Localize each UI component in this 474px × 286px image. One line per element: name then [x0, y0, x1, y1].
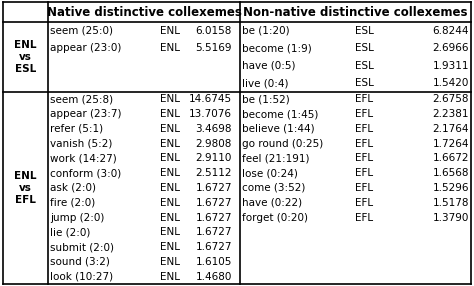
Text: ENL
vs
EFL: ENL vs EFL: [14, 171, 37, 204]
Text: 1.6105: 1.6105: [196, 257, 232, 267]
Text: lose (0:24): lose (0:24): [242, 168, 298, 178]
Text: become (1:9): become (1:9): [242, 43, 312, 53]
Text: ENL: ENL: [160, 94, 180, 104]
Text: Non-native distinctive collexemes: Non-native distinctive collexemes: [243, 5, 468, 19]
Text: come (3:52): come (3:52): [242, 183, 305, 193]
Text: 1.6727: 1.6727: [195, 212, 232, 223]
Text: conform (3:0): conform (3:0): [50, 168, 121, 178]
Text: 1.5178: 1.5178: [432, 198, 469, 208]
Text: seem (25:8): seem (25:8): [50, 94, 113, 104]
Text: EFL: EFL: [355, 124, 373, 134]
Text: refer (5:1): refer (5:1): [50, 124, 103, 134]
Text: ENL: ENL: [160, 154, 180, 164]
Text: ESL: ESL: [355, 43, 374, 53]
Text: 1.5420: 1.5420: [433, 78, 469, 88]
Text: ENL: ENL: [160, 212, 180, 223]
Text: ENL: ENL: [160, 183, 180, 193]
Text: 2.9110: 2.9110: [196, 154, 232, 164]
Text: 1.6727: 1.6727: [195, 227, 232, 237]
Text: EFL: EFL: [355, 154, 373, 164]
Text: go round (0:25): go round (0:25): [242, 139, 323, 149]
Text: jump (2:0): jump (2:0): [50, 212, 104, 223]
Text: 5.5169: 5.5169: [195, 43, 232, 53]
Text: have (0:22): have (0:22): [242, 198, 302, 208]
Text: work (14:27): work (14:27): [50, 154, 117, 164]
Text: EFL: EFL: [355, 212, 373, 223]
Text: ENL: ENL: [160, 109, 180, 119]
Text: EFL: EFL: [355, 168, 373, 178]
Text: 1.6727: 1.6727: [195, 183, 232, 193]
Text: Native distinctive collexemes: Native distinctive collexemes: [46, 5, 241, 19]
Text: have (0:5): have (0:5): [242, 61, 295, 71]
Text: 1.6568: 1.6568: [432, 168, 469, 178]
Text: 1.9311: 1.9311: [432, 61, 469, 71]
Text: be (1:52): be (1:52): [242, 94, 290, 104]
Text: lie (2:0): lie (2:0): [50, 227, 91, 237]
Text: ENL: ENL: [160, 227, 180, 237]
Text: 2.1764: 2.1764: [432, 124, 469, 134]
Text: ENL: ENL: [160, 272, 180, 282]
Text: appear (23:0): appear (23:0): [50, 43, 121, 53]
Text: 1.4680: 1.4680: [196, 272, 232, 282]
Text: 13.7076: 13.7076: [189, 109, 232, 119]
Text: 2.5112: 2.5112: [195, 168, 232, 178]
Text: EFL: EFL: [355, 183, 373, 193]
Text: 1.6727: 1.6727: [195, 198, 232, 208]
Text: believe (1:44): believe (1:44): [242, 124, 315, 134]
Text: ENL: ENL: [160, 168, 180, 178]
Text: ENL: ENL: [160, 124, 180, 134]
Text: vanish (5:2): vanish (5:2): [50, 139, 112, 149]
Text: 1.5296: 1.5296: [432, 183, 469, 193]
Text: 1.7264: 1.7264: [432, 139, 469, 149]
Text: become (1:45): become (1:45): [242, 109, 319, 119]
Text: look (10:27): look (10:27): [50, 272, 113, 282]
Text: ENL: ENL: [160, 242, 180, 252]
Text: EFL: EFL: [355, 198, 373, 208]
Text: appear (23:7): appear (23:7): [50, 109, 121, 119]
Text: ENL: ENL: [160, 257, 180, 267]
Text: ENL: ENL: [160, 43, 180, 53]
Text: be (1:20): be (1:20): [242, 26, 290, 36]
Text: 2.2381: 2.2381: [432, 109, 469, 119]
Text: EFL: EFL: [355, 109, 373, 119]
Text: ENL: ENL: [160, 198, 180, 208]
Text: ENL
vs
ESL: ENL vs ESL: [14, 40, 37, 74]
Text: 6.8244: 6.8244: [432, 26, 469, 36]
Text: 6.0158: 6.0158: [196, 26, 232, 36]
Text: ENL: ENL: [160, 139, 180, 149]
Text: 1.6672: 1.6672: [432, 154, 469, 164]
Text: 14.6745: 14.6745: [189, 94, 232, 104]
Text: 2.6966: 2.6966: [432, 43, 469, 53]
Text: seem (25:0): seem (25:0): [50, 26, 113, 36]
Text: fire (2:0): fire (2:0): [50, 198, 95, 208]
Text: EFL: EFL: [355, 139, 373, 149]
Text: ESL: ESL: [355, 26, 374, 36]
Text: 1.6727: 1.6727: [195, 242, 232, 252]
Text: 1.3790: 1.3790: [433, 212, 469, 223]
Text: ESL: ESL: [355, 78, 374, 88]
Text: ESL: ESL: [355, 61, 374, 71]
Text: submit (2:0): submit (2:0): [50, 242, 114, 252]
Text: 2.9808: 2.9808: [196, 139, 232, 149]
Text: ask (2:0): ask (2:0): [50, 183, 96, 193]
Text: EFL: EFL: [355, 94, 373, 104]
Text: feel (21:191): feel (21:191): [242, 154, 310, 164]
Text: ENL: ENL: [160, 26, 180, 36]
Text: 3.4698: 3.4698: [195, 124, 232, 134]
Text: sound (3:2): sound (3:2): [50, 257, 110, 267]
Text: forget (0:20): forget (0:20): [242, 212, 308, 223]
Text: live (0:4): live (0:4): [242, 78, 289, 88]
Text: 2.6758: 2.6758: [432, 94, 469, 104]
